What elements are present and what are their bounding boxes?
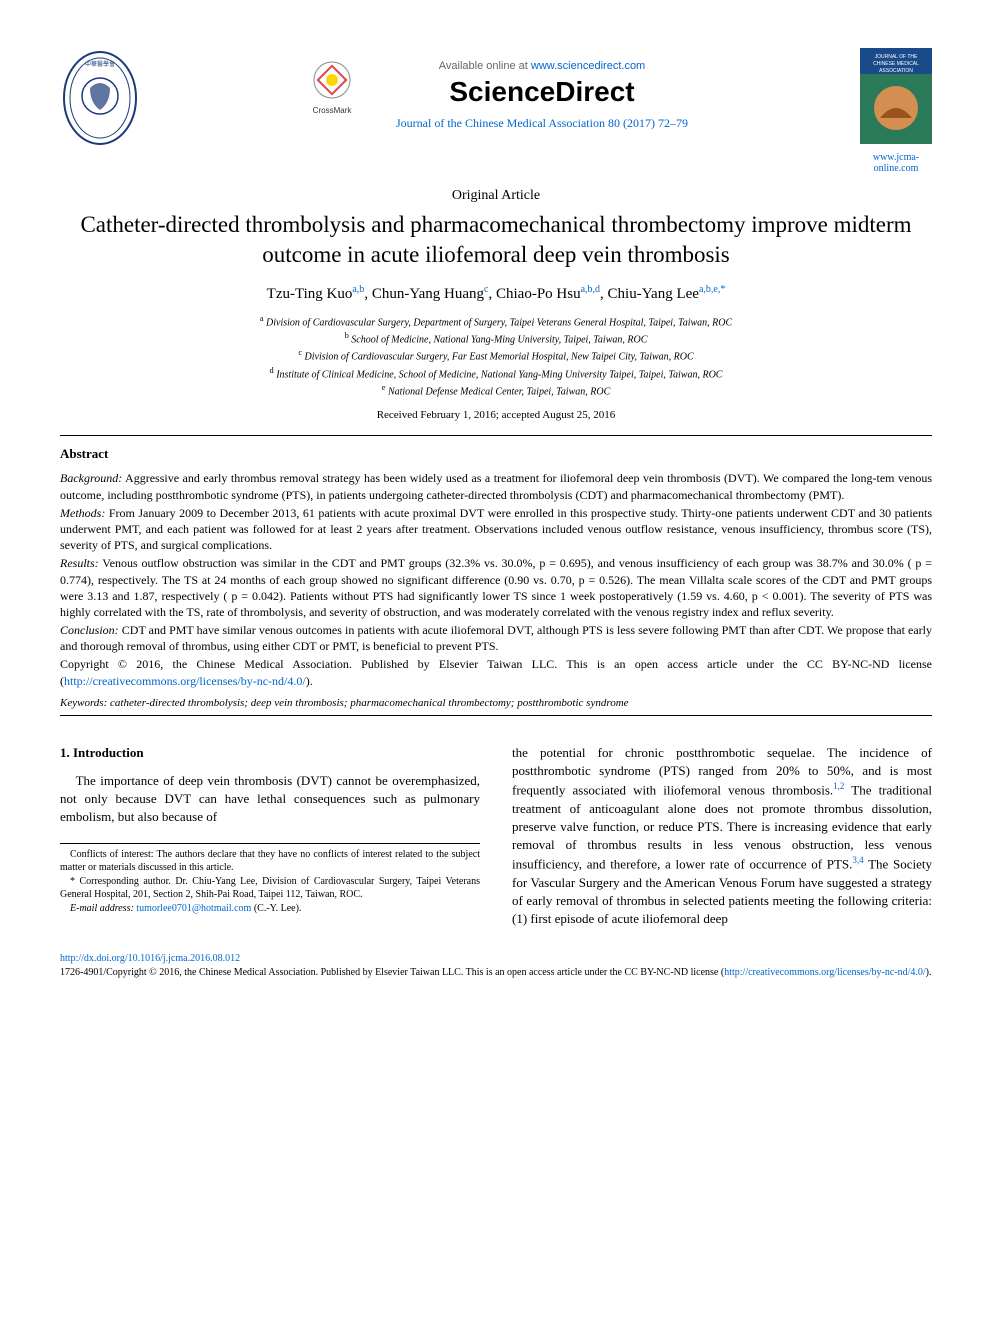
journal-cover-icon: JOURNAL OF THE CHINESE MEDICAL ASSOCIATI… [860, 48, 932, 144]
affil-b: School of Medicine, National Yang-Ming U… [351, 334, 647, 345]
sciencedirect-link[interactable]: www.sciencedirect.com [531, 60, 645, 72]
copyright-close: ). [306, 674, 313, 688]
section-1-heading: 1. Introduction [60, 744, 480, 762]
results-text: Venous outflow obstruction was similar i… [60, 556, 932, 619]
corresponding-note: * Corresponding author. Dr. Chiu-Yang Le… [60, 875, 480, 902]
svg-text:JOURNAL OF THE: JOURNAL OF THE [875, 54, 918, 60]
author-3: , Chiao-Po Hsu [489, 286, 581, 302]
journal-reference: Journal of the Chinese Medical Associati… [396, 116, 688, 131]
author-1-affil: a,b [352, 284, 364, 295]
footer-license-link[interactable]: http://creativecommons.org/licenses/by-n… [724, 967, 925, 978]
affil-d: Institute of Clinical Medicine, School o… [276, 369, 722, 380]
article-type: Original Article [60, 188, 932, 204]
ref-1-2[interactable]: 1,2 [833, 781, 844, 791]
license-link[interactable]: http://creativecommons.org/licenses/by-n… [64, 674, 306, 688]
affil-a: Division of Cardiovascular Surgery, Depa… [266, 317, 732, 328]
issn-copyright: 1726-4901/Copyright © 2016, the Chinese … [60, 967, 724, 978]
journal-cover: JOURNAL OF THE CHINESE MEDICAL ASSOCIATI… [860, 48, 932, 174]
footer-close: ). [926, 967, 932, 978]
article-dates: Received February 1, 2016; accepted Augu… [60, 409, 932, 421]
methods-text: From January 2009 to December 2013, 61 p… [60, 506, 932, 552]
conclusion-text: CDT and PMT have similar venous outcomes… [60, 623, 932, 653]
keywords-label: Keywords: [60, 697, 107, 709]
crossmark-label: CrossMark [312, 106, 352, 115]
body-columns: 1. Introduction The importance of deep v… [60, 744, 932, 929]
abstract-heading: Abstract [60, 446, 932, 462]
column-right: the potential for chronic postthrombotic… [512, 744, 932, 929]
keywords: Keywords: catheter-directed thrombolysis… [60, 697, 932, 709]
conclusion-label: Conclusion: [60, 623, 119, 637]
svg-text:CHINESE MEDICAL: CHINESE MEDICAL [873, 61, 919, 67]
email-label: E-mail address: [70, 903, 136, 914]
email-suffix: (C.-Y. Lee). [251, 903, 301, 914]
author-2: , Chun-Yang Huang [364, 286, 484, 302]
ref-3-4[interactable]: 3,4 [852, 855, 863, 865]
affiliations: a Division of Cardiovascular Surgery, De… [60, 313, 932, 400]
doi-link[interactable]: http://dx.doi.org/10.1016/j.jcma.2016.08… [60, 953, 240, 964]
svg-text:ASSOCIATION: ASSOCIATION [879, 68, 913, 74]
sciencedirect-brand: ScienceDirect [396, 76, 688, 108]
affil-e: National Defense Medical Center, Taipei,… [388, 386, 610, 397]
email-link[interactable]: tumorlee0701@hotmail.com [136, 903, 251, 914]
available-prefix: Available online at [439, 60, 531, 72]
methods-label: Methods: [60, 506, 105, 520]
author-1: Tzu-Ting Kuo [267, 286, 353, 302]
header-center: CrossMark Available online at www.scienc… [140, 48, 860, 131]
affil-c: Division of Cardiovascular Surgery, Far … [305, 352, 694, 363]
crossmark-badge[interactable]: CrossMark [312, 60, 352, 115]
rule-bottom [60, 715, 932, 716]
conflicts-note: Conflicts of interest: The authors decla… [60, 848, 480, 875]
crossmark-icon [312, 60, 352, 100]
rule-top [60, 435, 932, 436]
footer: http://dx.doi.org/10.1016/j.jcma.2016.08… [60, 952, 932, 980]
page: 中華醫學會 CrossMark Available online at www.… [0, 0, 992, 1020]
author-4-affil: a,b,e,* [699, 284, 725, 295]
footnotes: Conflicts of interest: The authors decla… [60, 843, 480, 916]
abstract: Abstract Background: Aggressive and earl… [60, 446, 932, 688]
authors: Tzu-Ting Kuoa,b, Chun-Yang Huangc, Chiao… [60, 284, 932, 303]
column-left: 1. Introduction The importance of deep v… [60, 744, 480, 929]
header: 中華醫學會 CrossMark Available online at www.… [60, 48, 932, 174]
society-emblem-icon: 中華醫學會 [60, 48, 140, 148]
article-title: Catheter-directed thrombolysis and pharm… [60, 210, 932, 270]
background-text: Aggressive and early thrombus removal st… [60, 471, 932, 501]
journal-url[interactable]: www.jcma-online.com [860, 152, 932, 174]
results-label: Results: [60, 556, 99, 570]
intro-paragraph-1: The importance of deep vein thrombosis (… [60, 772, 480, 827]
author-3-affil: a,b,d [581, 284, 600, 295]
svg-text:中華醫學會: 中華醫學會 [85, 60, 115, 68]
keywords-text: catheter-directed thrombolysis; deep vei… [107, 697, 628, 709]
background-label: Background: [60, 471, 122, 485]
journal-society-logo: 中華醫學會 [60, 48, 140, 152]
available-online: Available online at www.sciencedirect.co… [396, 60, 688, 72]
author-4: , Chiu-Yang Lee [600, 286, 699, 302]
